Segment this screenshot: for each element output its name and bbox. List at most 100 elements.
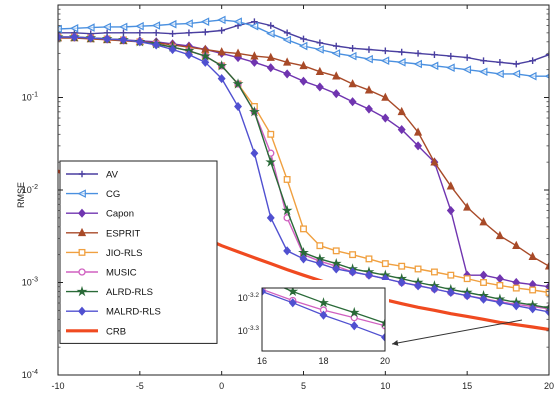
- legend-marker-music: [78, 268, 86, 276]
- point-cg: [184, 19, 193, 28]
- legend-marker-malrd-rls: [78, 306, 86, 316]
- x-tick-label: -10: [51, 381, 64, 391]
- point-cg: [266, 29, 275, 38]
- point-malrd-rls: [299, 254, 308, 264]
- point-jio-rls: [332, 247, 340, 255]
- inset-point-malrd-rls: [381, 332, 385, 342]
- axes: -10 -5 0 5 10 15 20 10-4 10-3 10-2 10-1 RMSE: [16, 4, 554, 391]
- legend-entry-esprit: ESPRIT: [66, 227, 141, 239]
- point-capon: [315, 82, 324, 92]
- point-jio-rls: [349, 251, 357, 259]
- point-cg: [511, 69, 521, 79]
- point-av: [512, 60, 520, 68]
- legend-label: JIO-RLS: [106, 248, 142, 259]
- point-av: [169, 30, 176, 37]
- point-cg: [315, 45, 324, 54]
- inset-zoom: 16 18 20 10-3.2 10-3.3: [236, 280, 523, 371]
- inset-series-malrd-rls: [262, 288, 385, 342]
- legend-label: CG: [106, 189, 120, 200]
- point-jio-rls: [316, 242, 324, 250]
- y-axis-label: RMSE: [16, 182, 26, 208]
- point-av: [431, 51, 438, 59]
- point-esprit: [446, 181, 455, 190]
- point-av: [267, 22, 275, 29]
- point-cg: [380, 56, 390, 65]
- point-cg: [347, 51, 357, 61]
- point-malrd-rls: [348, 267, 357, 277]
- plot-area: [58, 15, 549, 332]
- y-tick-label: 10-4: [22, 369, 38, 380]
- point-esprit: [250, 51, 259, 60]
- point-capon: [250, 57, 259, 67]
- point-cg: [69, 24, 79, 33]
- point-jio-rls: [463, 275, 471, 283]
- point-malrd-rls: [184, 50, 193, 60]
- inset-frame: [261, 287, 386, 352]
- point-capon: [266, 63, 275, 73]
- y-tick-label: 10-2: [22, 184, 38, 195]
- point-cg: [86, 23, 95, 32]
- legend-label: Capon: [106, 209, 134, 220]
- point-cg: [446, 63, 455, 72]
- inset-point-malrd-rls: [319, 310, 328, 320]
- legend-entry-capon: Capon: [66, 208, 134, 220]
- legend-entry-crb: CRB: [66, 326, 126, 337]
- point-jio-rls: [414, 265, 422, 273]
- point-malrd-rls: [103, 34, 112, 44]
- point-esprit: [266, 52, 275, 61]
- point-malrd-rls: [414, 281, 423, 291]
- point-capon: [381, 113, 390, 123]
- legend-label: MALRD-RLS: [106, 307, 161, 318]
- legend: AV CG Capon ESPRIT JIO-RLS MUSIC ALRD-RLS MALRD…: [59, 160, 218, 344]
- point-malrd-rls: [479, 294, 488, 304]
- point-jio-rls: [267, 130, 275, 138]
- legend-label: CRB: [106, 326, 126, 337]
- point-malrd-rls: [234, 101, 242, 112]
- legend-entry-cg: CG: [66, 189, 120, 200]
- point-av: [382, 47, 389, 55]
- zoom-arrow: [391, 319, 523, 346]
- point-esprit: [528, 251, 537, 261]
- point-malrd-rls: [495, 297, 504, 307]
- point-cg: [364, 54, 373, 64]
- point-malrd-rls: [168, 44, 177, 55]
- legend-entry-av: AV: [66, 170, 119, 181]
- point-esprit: [479, 217, 488, 226]
- x-tick-label: 15: [462, 381, 472, 391]
- point-malrd-rls: [266, 213, 275, 223]
- point-cg: [282, 35, 292, 45]
- point-av: [496, 59, 504, 66]
- legend-marker-jio-rls: [78, 248, 86, 256]
- inset-x-tick-label: 16: [257, 356, 267, 366]
- point-esprit: [233, 48, 243, 57]
- series-cg: [58, 15, 549, 81]
- point-av: [185, 29, 193, 37]
- inset-point-alrd-rls: [379, 317, 385, 328]
- point-av: [349, 45, 356, 52]
- point-cg: [527, 71, 537, 81]
- point-jio-rls: [398, 262, 406, 270]
- legend-label: AV: [106, 170, 119, 181]
- point-malrd-rls: [283, 246, 292, 256]
- point-av: [463, 54, 471, 61]
- point-cg: [397, 58, 406, 67]
- series-line-av: [58, 20, 549, 65]
- point-av: [529, 57, 536, 64]
- legend-entry-malrd-rls: MALRD-RLS: [66, 306, 161, 318]
- legend-label: MUSIC: [106, 268, 137, 279]
- inset-x-tick-label: 20: [380, 356, 390, 366]
- point-av: [332, 42, 340, 50]
- point-jio-rls: [480, 279, 487, 286]
- point-alrd-rls: [281, 204, 293, 216]
- point-av: [152, 29, 160, 37]
- point-malrd-rls: [315, 259, 324, 269]
- point-esprit: [332, 71, 341, 80]
- inset-point-malrd-rls: [288, 298, 297, 308]
- point-cg: [429, 61, 439, 71]
- point-jio-rls: [365, 255, 373, 263]
- point-malrd-rls: [332, 264, 341, 274]
- point-jio-rls: [529, 286, 537, 294]
- point-esprit: [315, 66, 324, 76]
- inset-y-tick-label: 10-3.3: [238, 325, 260, 336]
- legend-marker-alrd-rls: [76, 285, 88, 297]
